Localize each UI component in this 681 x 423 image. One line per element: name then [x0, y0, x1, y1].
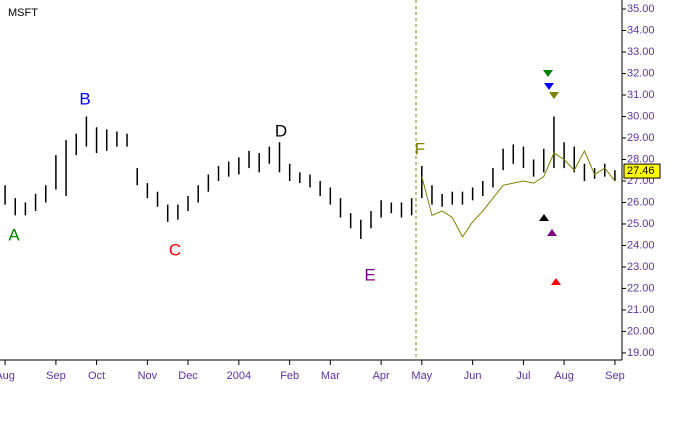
y-tick-label: 20.00 [627, 325, 655, 337]
x-tick-label: Feb [280, 370, 299, 382]
annotation: B [79, 89, 90, 108]
arrow-up [547, 229, 557, 236]
x-tick-label: 2004 [227, 370, 251, 382]
x-tick-label: Aug [0, 370, 15, 382]
last-price-label: 27.46 [627, 165, 655, 177]
y-tick-label: 32.00 [627, 67, 655, 79]
y-tick-label: 19.00 [627, 347, 655, 359]
x-tick-label: May [411, 370, 432, 382]
y-tick-label: 26.00 [627, 196, 655, 208]
annotation: F [415, 139, 425, 158]
y-tick-label: 28.00 [627, 153, 655, 165]
chart-title: MSFT [8, 7, 38, 19]
arrow-up [551, 278, 561, 285]
y-tick-label: 21.00 [627, 304, 655, 316]
y-tick-label: 35.00 [627, 3, 655, 15]
x-tick-label: Apr [373, 370, 390, 382]
x-tick-label: Nov [138, 370, 158, 382]
annotation: A [8, 225, 20, 244]
x-tick-label: Oct [88, 370, 105, 382]
x-tick-label: Sep [46, 370, 66, 382]
y-tick-label: 30.00 [627, 110, 655, 122]
x-tick-label: Dec [178, 370, 198, 382]
x-tick-label: Sep [605, 370, 625, 382]
annotation: D [275, 121, 287, 140]
y-tick-label: 23.00 [627, 261, 655, 273]
y-tick-label: 22.00 [627, 282, 655, 294]
y-tick-label: 34.00 [627, 24, 655, 36]
x-tick-label: Jun [464, 370, 482, 382]
arrow-up [539, 214, 549, 221]
arrow-down [543, 70, 553, 77]
x-tick-label: Jul [516, 370, 530, 382]
arrow-down [549, 92, 559, 99]
y-tick-label: 29.00 [627, 132, 655, 144]
arrow-down [544, 83, 554, 90]
y-tick-label: 25.00 [627, 218, 655, 230]
last-price-box [623, 163, 661, 179]
overlay-line [421, 149, 616, 238]
x-tick-label: Aug [554, 370, 574, 382]
annotation: C [169, 240, 181, 259]
y-tick-label: 24.00 [627, 239, 655, 251]
y-tick-label: 31.00 [627, 89, 655, 101]
annotation: E [364, 265, 375, 284]
x-tick-label: Mar [321, 370, 340, 382]
y-tick-label: 33.00 [627, 46, 655, 58]
